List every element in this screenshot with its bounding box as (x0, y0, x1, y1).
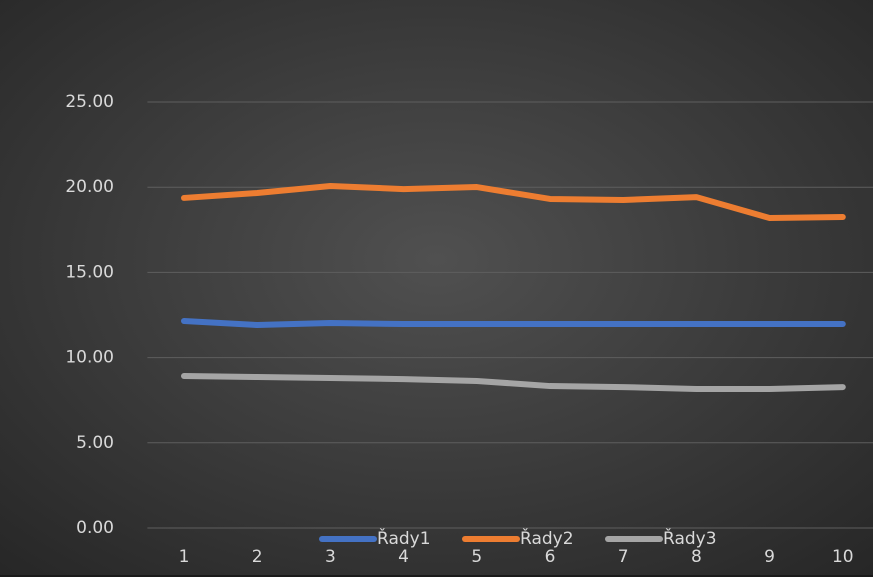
x-tick-label: 7 (618, 547, 629, 567)
series-line (181, 373, 846, 392)
legend-label: Řady2 (520, 527, 574, 549)
series-line (181, 317, 846, 329)
y-tick-label: 20.00 (65, 177, 114, 197)
x-tick-label: 5 (471, 547, 482, 567)
legend-label: Řady1 (377, 527, 431, 549)
x-tick-label: 6 (545, 547, 556, 567)
y-tick-label: 25.00 (65, 92, 114, 112)
y-tick-label: 15.00 (65, 262, 114, 282)
y-tick-label: 10.00 (65, 348, 114, 368)
x-tick-label: 8 (691, 547, 702, 567)
legend-label: Řady3 (663, 527, 717, 549)
y-tick-label: 0.00 (76, 518, 114, 538)
x-tick-label: 1 (179, 547, 190, 567)
x-tick-label: 4 (398, 547, 409, 567)
x-tick-label: 9 (764, 547, 775, 567)
x-tick-label: 10 (832, 547, 854, 567)
series-line (181, 183, 846, 222)
y-tick-label: 5.00 (76, 433, 114, 453)
x-tick-label: 2 (252, 547, 263, 567)
x-tick-label: 3 (325, 547, 336, 567)
